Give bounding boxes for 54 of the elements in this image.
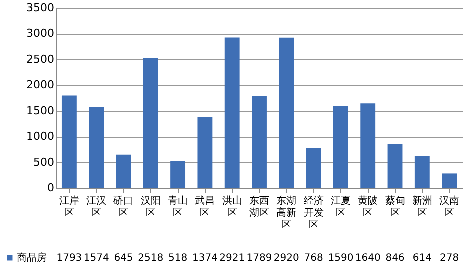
- data-label: 1640: [355, 253, 381, 264]
- x-tick-label: 青山区: [168, 195, 188, 219]
- x-tick-label: 江岸区: [59, 195, 80, 219]
- legend-label: 商品房: [17, 252, 47, 264]
- data-label: 1374: [192, 253, 218, 264]
- x-tick-label: 江夏区: [330, 195, 351, 219]
- bar: [306, 148, 322, 188]
- data-label: 645: [114, 253, 134, 264]
- bar: [116, 154, 132, 188]
- bar: [62, 96, 77, 188]
- y-tick-label: 2000: [26, 78, 54, 92]
- bar: [442, 174, 458, 188]
- data-label: 768: [304, 253, 324, 264]
- data-label: 278: [440, 253, 460, 264]
- data-label: 1574: [84, 253, 110, 264]
- data-label: 1590: [328, 253, 354, 264]
- y-tick-label: 3500: [26, 2, 54, 14]
- x-tick-label: 经济开发区: [304, 195, 324, 231]
- x-tick-label: 洪山区: [222, 195, 242, 219]
- y-tick-label: 0: [48, 182, 54, 194]
- y-tick-label: 500: [34, 156, 54, 169]
- x-tick-label: 蔡甸区: [385, 195, 406, 219]
- y-tick-label: 1500: [26, 104, 54, 118]
- bar: [388, 144, 403, 188]
- bar: [414, 156, 430, 188]
- data-label: 2518: [138, 253, 164, 264]
- bar: [360, 104, 376, 188]
- data-label: 1789: [246, 253, 272, 264]
- bar: [279, 38, 294, 188]
- x-tick-label: 东西湖区: [250, 195, 270, 219]
- bar: [143, 58, 158, 188]
- x-tick-label: 汉阳区: [140, 195, 161, 219]
- bar: [333, 106, 348, 188]
- bar: [198, 117, 213, 188]
- y-tick-label: 2500: [26, 52, 54, 66]
- x-tick-label: 硚口区: [112, 195, 134, 219]
- x-tick-label: 汉南区: [440, 195, 460, 219]
- x-tick-label: 武昌区: [195, 195, 216, 219]
- bar: [170, 161, 186, 188]
- bar: [252, 96, 267, 188]
- x-tick-label: 江汉区: [86, 195, 107, 219]
- y-tick-label: 1000: [26, 130, 54, 144]
- x-tick-label: 新洲区: [412, 195, 432, 219]
- bar: [224, 38, 240, 188]
- data-label: 614: [412, 253, 432, 264]
- data-label: 846: [386, 253, 405, 264]
- y-tick-label: 3000: [26, 27, 54, 40]
- x-tick-label: 东湖高新区: [276, 195, 297, 231]
- data-label: 1793: [56, 253, 82, 264]
- data-label: 2921: [220, 253, 246, 264]
- data-label: 2920: [274, 253, 300, 264]
- x-tick-label: 黄陂区: [358, 195, 378, 219]
- data-label: 518: [168, 253, 188, 264]
- bar: [89, 107, 104, 188]
